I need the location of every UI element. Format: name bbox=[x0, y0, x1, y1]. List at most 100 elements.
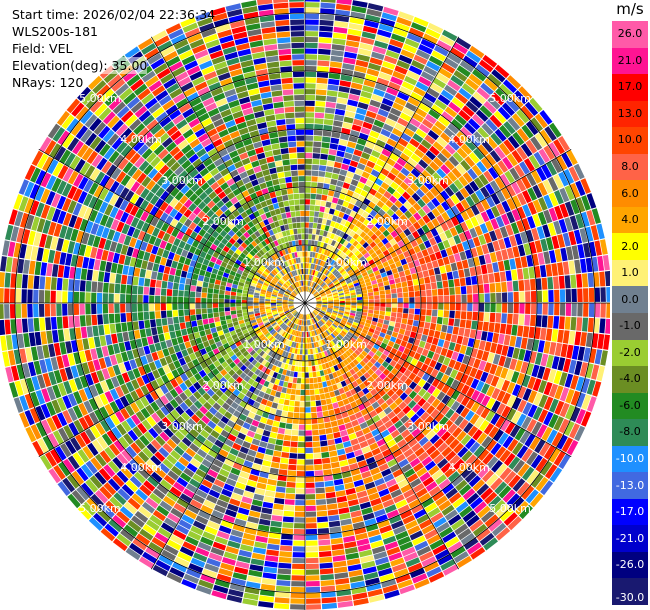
range-gate bbox=[430, 512, 444, 523]
range-gate bbox=[419, 184, 430, 194]
range-gate bbox=[557, 329, 564, 343]
range-gate bbox=[275, 591, 290, 598]
range-gate bbox=[420, 411, 430, 421]
range-gate bbox=[421, 556, 437, 567]
range-gate bbox=[549, 250, 557, 264]
range-gate bbox=[585, 363, 594, 379]
range-gate bbox=[562, 232, 571, 247]
range-gate bbox=[429, 449, 441, 460]
range-gate bbox=[306, 581, 320, 587]
range-gate bbox=[314, 277, 318, 283]
range-gate bbox=[398, 458, 409, 468]
range-gate bbox=[513, 303, 519, 314]
range-gate bbox=[556, 434, 568, 450]
range-gate bbox=[503, 121, 516, 135]
range-gate bbox=[347, 203, 355, 210]
range-gate bbox=[336, 284, 342, 289]
range-gate bbox=[305, 528, 318, 535]
range-gate bbox=[365, 354, 373, 361]
range-gate bbox=[326, 257, 331, 263]
range-gate bbox=[319, 260, 324, 266]
range-gate bbox=[329, 284, 335, 289]
range-gate bbox=[381, 448, 392, 458]
range-gate bbox=[431, 125, 443, 136]
range-gate bbox=[455, 286, 461, 295]
range-gate bbox=[500, 419, 511, 432]
range-gate bbox=[341, 254, 348, 260]
range-gate bbox=[495, 88, 509, 102]
range-gate bbox=[492, 240, 501, 252]
range-gate bbox=[342, 317, 348, 322]
range-gate bbox=[305, 106, 315, 112]
range-gate bbox=[441, 446, 453, 458]
range-gate bbox=[489, 150, 501, 163]
range-gate bbox=[290, 441, 298, 448]
range-gate bbox=[335, 413, 343, 420]
range-gate bbox=[408, 65, 423, 76]
range-gate bbox=[180, 270, 188, 278]
range-gate bbox=[415, 188, 425, 198]
range-gate bbox=[320, 585, 336, 592]
range-gate bbox=[565, 389, 575, 404]
range-gate bbox=[295, 389, 301, 395]
range-gate bbox=[548, 290, 554, 303]
range-gate bbox=[456, 335, 464, 345]
range-gate bbox=[415, 81, 429, 92]
range-gate bbox=[345, 208, 352, 215]
range-gate bbox=[328, 444, 337, 452]
range-gate bbox=[395, 209, 404, 218]
range-gate bbox=[451, 475, 464, 487]
range-gate bbox=[569, 183, 581, 199]
range-gate bbox=[156, 272, 164, 281]
range-gate bbox=[349, 315, 355, 319]
range-gate bbox=[350, 401, 358, 409]
range-gate bbox=[390, 204, 399, 213]
range-gate bbox=[375, 139, 386, 148]
range-gate bbox=[178, 290, 184, 297]
range-gate bbox=[486, 456, 499, 469]
range-gate bbox=[382, 213, 391, 221]
range-gate bbox=[333, 309, 339, 312]
range-gate bbox=[374, 229, 382, 237]
range-gate bbox=[476, 275, 484, 285]
range-gate bbox=[430, 408, 440, 419]
range-gate bbox=[400, 49, 415, 59]
range-gate bbox=[330, 333, 336, 339]
range-gate bbox=[331, 543, 344, 551]
range-gate bbox=[313, 342, 317, 348]
range-gate bbox=[207, 313, 214, 319]
range-gate bbox=[367, 376, 375, 384]
range-gate bbox=[355, 288, 361, 292]
range-gate bbox=[522, 267, 530, 280]
range-gate bbox=[318, 545, 331, 552]
range-gate bbox=[323, 255, 329, 262]
range-gate bbox=[465, 207, 475, 219]
range-gate bbox=[400, 340, 408, 348]
range-gate bbox=[480, 487, 494, 501]
range-gate bbox=[445, 536, 460, 548]
range-gate bbox=[305, 384, 310, 390]
range-gate bbox=[413, 462, 424, 473]
range-gate bbox=[340, 321, 346, 326]
range-gate bbox=[456, 147, 468, 159]
range-gate bbox=[328, 283, 334, 288]
range-gate bbox=[395, 388, 404, 397]
range-gate bbox=[314, 317, 319, 322]
range-gate bbox=[313, 283, 318, 289]
range-gate bbox=[350, 581, 366, 589]
range-gate bbox=[288, 376, 294, 383]
range-gate bbox=[526, 451, 538, 466]
range-gate bbox=[437, 310, 444, 317]
range-gate bbox=[314, 347, 319, 354]
range-gate bbox=[506, 247, 515, 259]
range-gate bbox=[506, 153, 518, 167]
range-gate bbox=[274, 603, 290, 610]
range-gate bbox=[460, 467, 473, 479]
range-gate bbox=[417, 144, 429, 154]
range-gate bbox=[321, 254, 326, 261]
range-gate bbox=[348, 329, 355, 334]
range-gate bbox=[273, 396, 280, 404]
range-gate bbox=[328, 361, 333, 368]
range-gate bbox=[27, 289, 33, 303]
range-gate bbox=[340, 218, 347, 226]
